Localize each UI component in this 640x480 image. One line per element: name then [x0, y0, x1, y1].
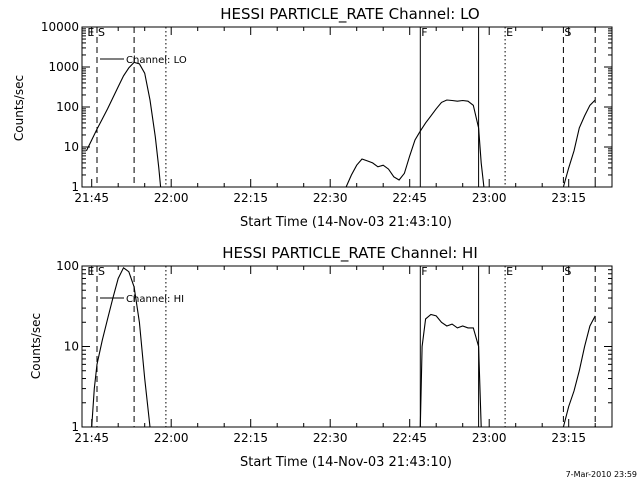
x-axis-label-hi: Start Time (14-Nov-03 21:43:10): [240, 455, 452, 470]
x-tick-label: 23:15: [551, 431, 586, 445]
legend-label: Channel: HI: [126, 294, 184, 305]
flag-label: E: [87, 265, 94, 278]
x-axis-label-lo: Start Time (14-Nov-03 21:43:10): [240, 215, 452, 230]
x-tick-label: 22:45: [392, 431, 427, 445]
plot-area-lo: 21:45 22:00 22:15 22:30 22:45 23:00 23:15 1 10 10…: [41, 20, 613, 205]
flag-label: S: [564, 26, 571, 39]
x-tick-label: 22:30: [313, 431, 348, 445]
series-line-hi-1: [419, 313, 482, 428]
y-axis-label-lo: Counts/sec: [12, 75, 26, 141]
series-line-lo-0: [85, 61, 162, 188]
y-tick-label: 1: [71, 420, 79, 434]
panel-hi: HESSI PARTICLE_RATE Channel: HI Counts/s…: [29, 244, 613, 470]
flag-label: S: [98, 265, 105, 278]
y-tick-label: 10000: [41, 20, 79, 34]
y-tick-label: 10: [64, 140, 79, 154]
y-tick-label: 1: [71, 180, 79, 194]
panel-lo: HESSI PARTICLE_RATE Channel: LO Counts/s…: [12, 5, 613, 230]
y-axis-label-hi: Counts/sec: [29, 313, 43, 379]
y-tick-label: 10: [64, 340, 79, 354]
x-tick-label: 23:15: [551, 191, 586, 205]
y-tick-label: 1000: [48, 60, 79, 74]
legend-label: Channel: LO: [126, 55, 187, 66]
x-tick-label: 21:45: [74, 431, 109, 445]
series-line-lo-2: [562, 99, 596, 188]
plot-frame-hi: [81, 265, 613, 428]
timestamp-stamp: 7-Mar-2010 23:59: [566, 470, 637, 479]
flag-label: E: [506, 265, 513, 278]
flag-label: E: [506, 26, 513, 39]
flag-label: F: [421, 26, 427, 39]
flag-label: F: [421, 265, 427, 278]
x-tick-label: 22:45: [392, 191, 427, 205]
x-tick-label: 22:00: [154, 431, 189, 445]
series-line-hi-0: [91, 266, 151, 428]
plot-frame-lo: [81, 26, 613, 188]
chart-title-hi: HESSI PARTICLE_RATE Channel: HI: [222, 244, 478, 263]
chart-title-lo: HESSI PARTICLE_RATE Channel: LO: [220, 5, 479, 24]
flag-label: E: [87, 26, 94, 39]
series-line-hi-2: [562, 315, 596, 428]
x-tick-label: 23:00: [472, 431, 507, 445]
x-tick-label: 22:15: [233, 191, 268, 205]
x-tick-label: 23:00: [472, 191, 507, 205]
y-tick-label: 100: [56, 259, 79, 273]
flag-label: S: [564, 265, 571, 278]
x-tick-label: 22:00: [154, 191, 189, 205]
series-line-lo-1: [345, 99, 485, 188]
x-tick-label: 22:30: [313, 191, 348, 205]
y-tick-label: 100: [56, 100, 79, 114]
x-tick-label: 21:45: [74, 191, 109, 205]
x-tick-label: 22:15: [233, 431, 268, 445]
flag-label: S: [98, 26, 105, 39]
plot-area-hi: 21:45 22:00 22:15 22:30 22:45 23:00 23:15 1 10 10…: [56, 259, 613, 445]
